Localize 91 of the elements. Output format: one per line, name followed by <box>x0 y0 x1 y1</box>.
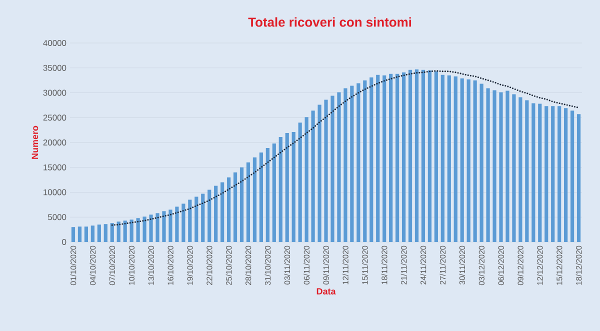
y-tick-label: 10000 <box>44 189 66 196</box>
bar <box>421 70 426 242</box>
bar <box>130 220 134 242</box>
bar <box>350 86 354 242</box>
y-tick-label: 30000 <box>43 90 66 96</box>
bar <box>252 157 257 242</box>
bar <box>104 224 108 242</box>
bar <box>558 106 562 242</box>
bar <box>110 223 114 242</box>
bar <box>298 122 302 242</box>
y-tick-label: 25000 <box>43 114 66 121</box>
bar <box>576 114 581 242</box>
bar <box>188 200 192 242</box>
bar <box>214 186 218 242</box>
y-tick-label: 5000 <box>48 214 66 220</box>
bar <box>344 88 348 242</box>
bar <box>246 162 250 242</box>
bar <box>324 100 328 242</box>
bar <box>220 182 224 242</box>
bar <box>492 90 496 242</box>
bar <box>486 88 490 242</box>
bar <box>518 97 522 242</box>
bar <box>142 216 146 242</box>
bar <box>266 148 270 242</box>
bar <box>466 79 470 242</box>
bar <box>389 74 393 242</box>
bar <box>356 83 360 242</box>
bar <box>278 137 282 242</box>
bar <box>285 133 289 242</box>
bar <box>156 213 160 242</box>
bar <box>201 194 205 242</box>
bar <box>71 227 76 242</box>
bar <box>395 74 400 242</box>
bar <box>382 75 386 242</box>
bar <box>162 211 166 242</box>
y-tick-label: 15000 <box>44 164 66 170</box>
bar <box>78 226 82 242</box>
bar <box>440 74 444 242</box>
bar <box>90 226 94 242</box>
bar <box>168 210 172 242</box>
bar <box>318 104 322 242</box>
bar <box>182 204 186 242</box>
bar <box>538 104 542 242</box>
bar <box>240 167 244 242</box>
bar <box>506 90 510 242</box>
bar <box>194 196 198 242</box>
bar <box>544 106 548 242</box>
bar <box>292 132 296 242</box>
bar <box>259 152 263 242</box>
bar <box>136 218 140 242</box>
bar <box>570 110 574 242</box>
bar <box>311 110 315 242</box>
bar <box>330 96 334 242</box>
bar <box>434 71 438 242</box>
bar <box>304 117 308 242</box>
bar <box>226 177 231 242</box>
bar <box>123 220 127 242</box>
bar <box>84 226 88 242</box>
bar <box>499 92 503 242</box>
x-axis-title: Data <box>316 288 336 295</box>
y-tick-label: 35000 <box>43 64 66 71</box>
bar <box>460 78 464 242</box>
bar <box>454 76 458 242</box>
bar <box>564 108 568 242</box>
y-tick-label: 20000 <box>43 140 66 146</box>
bar <box>97 224 101 242</box>
bar <box>149 214 153 242</box>
chart-title: Totale ricoveri con sintomi <box>248 17 412 27</box>
bar <box>414 69 419 242</box>
y-tick-label: 0 <box>62 239 66 245</box>
bar <box>408 70 412 242</box>
bar <box>551 106 555 242</box>
bar <box>428 70 432 242</box>
bar <box>208 190 212 242</box>
y-axis-title: Numero <box>32 126 38 159</box>
bar <box>525 100 529 242</box>
bar <box>480 84 484 242</box>
bar <box>512 94 516 242</box>
bar <box>402 72 406 242</box>
bar <box>175 206 179 242</box>
bar <box>532 103 536 242</box>
bar <box>116 222 120 242</box>
bar <box>363 80 367 242</box>
bar <box>233 172 238 242</box>
bar <box>473 80 477 242</box>
bar <box>370 77 374 242</box>
bar <box>376 74 380 242</box>
bar <box>447 75 451 242</box>
bar <box>272 143 276 242</box>
bar <box>337 92 341 242</box>
y-tick-label: 40000 <box>43 40 66 46</box>
